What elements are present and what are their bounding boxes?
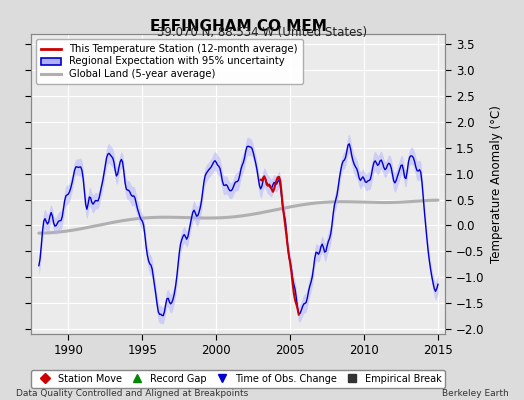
Title: EFFINGHAM CO MEM: EFFINGHAM CO MEM: [150, 19, 327, 34]
Text: Data Quality Controlled and Aligned at Breakpoints: Data Quality Controlled and Aligned at B…: [16, 389, 248, 398]
Y-axis label: Temperature Anomaly (°C): Temperature Anomaly (°C): [490, 105, 503, 263]
Text: 39.070 N, 88.534 W (United States): 39.070 N, 88.534 W (United States): [157, 26, 367, 39]
Text: Berkeley Earth: Berkeley Earth: [442, 389, 508, 398]
Legend: Station Move, Record Gap, Time of Obs. Change, Empirical Break: Station Move, Record Gap, Time of Obs. C…: [31, 370, 445, 388]
